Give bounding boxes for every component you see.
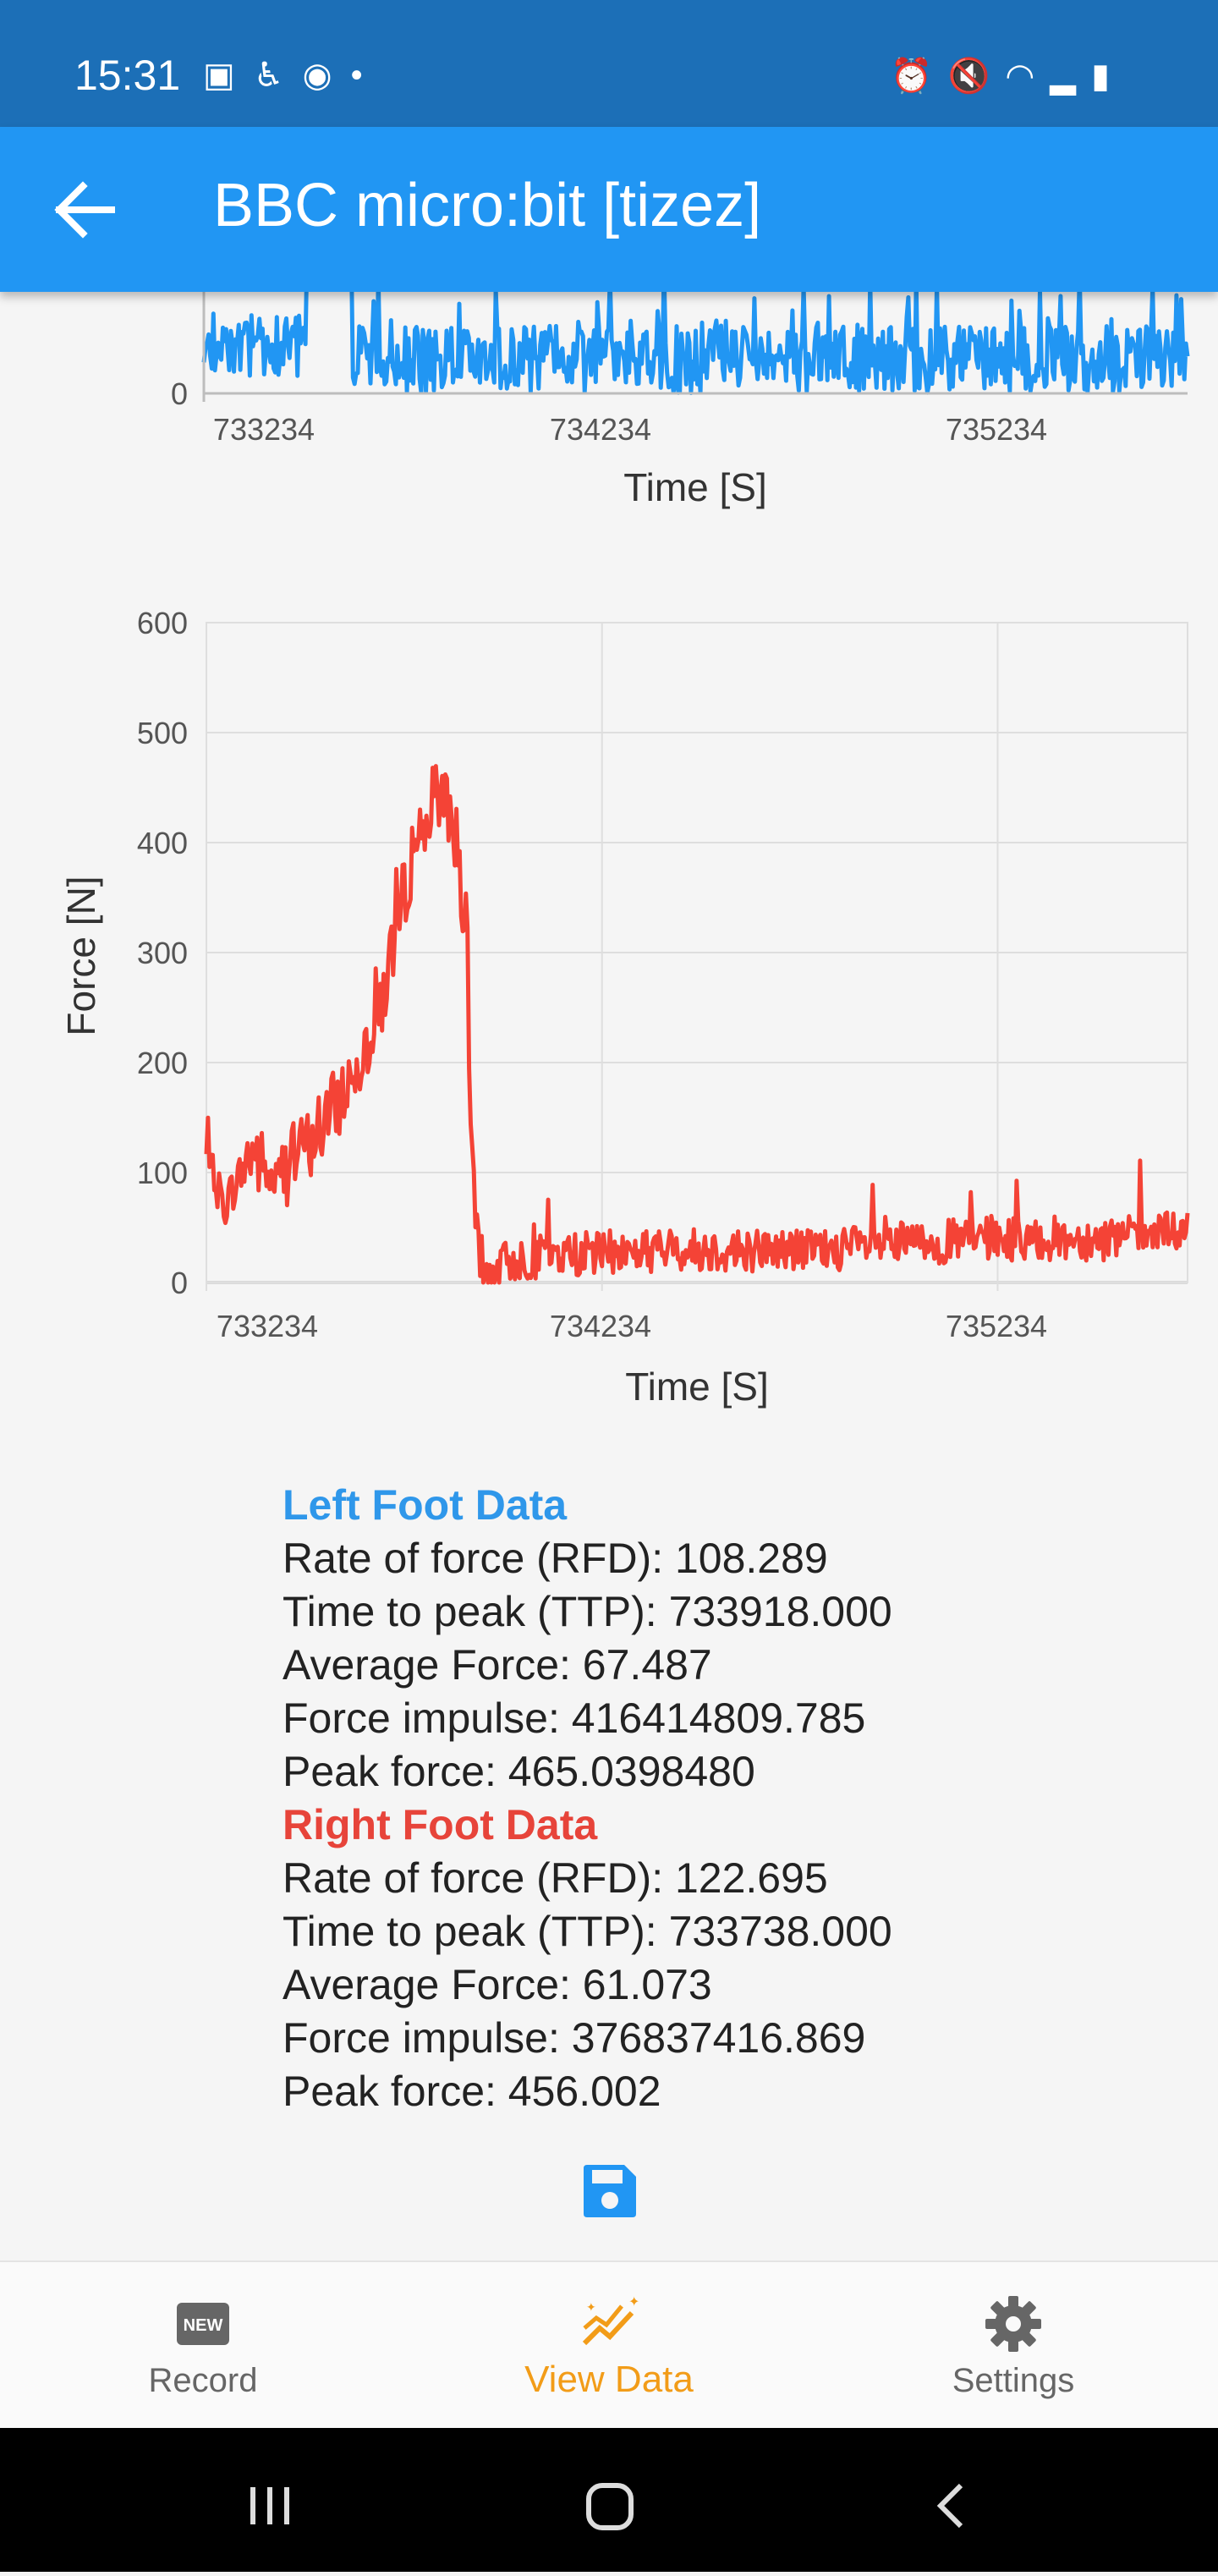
x-tick-label: 735234	[946, 412, 1047, 447]
x-tick-label: 734234	[550, 1309, 651, 1343]
y-tick-label: 0	[171, 376, 188, 411]
app-title: BBC micro:bit [tizez]	[213, 172, 762, 239]
left-average-force: Average Force: 67.487	[283, 1641, 712, 1689]
left-series-group	[201, 292, 1190, 395]
y-tick-label: 200	[137, 1046, 188, 1080]
right-rfd: Rate of force (RFD): 122.695	[283, 1854, 828, 1902]
right-force-impulse: Force impulse: 376837416.869	[283, 2014, 866, 2062]
svg-text:NEW: NEW	[184, 2316, 223, 2335]
right-foot-heading: Right Foot Data	[283, 1801, 598, 1848]
signal-icon: ▂	[1050, 58, 1091, 95]
left-rfd: Rate of force (RFD): 108.289	[283, 1535, 828, 1582]
left-ttp: Time to peak (TTP): 733918.000	[283, 1588, 892, 1635]
wifi-icon: ◠	[1005, 58, 1051, 95]
alarm-icon: ⏰	[890, 58, 948, 95]
y-axis-label: Force [N]	[59, 876, 103, 1035]
right-series-group	[204, 764, 1190, 1285]
x-tick-label: 735234	[946, 1309, 1047, 1343]
new-badge-icon: NEW	[177, 2303, 229, 2345]
back-arrow-icon[interactable]	[51, 179, 118, 240]
plot-border	[206, 622, 1188, 1283]
nav-view-data-label: View Data	[524, 2359, 694, 2400]
y-ticks: 0 100 200 300 400 500 600	[137, 606, 188, 1300]
svg-text:✦: ✦	[628, 2294, 639, 2310]
battery-icon: ▮	[1090, 58, 1125, 95]
left-foot-heading: Left Foot Data	[283, 1481, 568, 1529]
status-bar: 15:31 ▣♿◉• ⏰🔇◠▂▮	[0, 0, 1218, 127]
x-axis-label: Time [S]	[623, 465, 767, 509]
accessibility-icon: ♿	[253, 57, 303, 94]
dot-icon: •	[350, 57, 381, 94]
save-icon[interactable]	[580, 2161, 639, 2221]
left-foot-chart: 0 733234 734234 735234 Time [S]	[171, 292, 1190, 509]
left-peak-force: Peak force: 465.0398480	[283, 1748, 755, 1795]
x-tick-label: 733234	[217, 1309, 318, 1343]
chart-sparkle-icon: ✦ ✦	[582, 2294, 639, 2346]
right-average-force: Average Force: 61.073	[283, 1961, 712, 2008]
messenger-icon: ◉	[302, 57, 351, 94]
y-tick-label: 500	[137, 716, 188, 750]
x-tick-label: 733234	[213, 412, 315, 447]
status-time: 15:31	[74, 52, 181, 99]
status-icons-right: ⏰🔇◠▂▮	[891, 56, 1125, 96]
right-foot-series-line	[204, 764, 1190, 1285]
stats-panel: Left Foot Data Rate of force (RFD): 108.…	[283, 1479, 892, 2118]
app-bar: BBC micro:bit [tizez]	[0, 127, 1218, 292]
bottom-navigation: NEW Record ✦ ✦ View Data Settings	[0, 2260, 1218, 2430]
right-peak-force: Peak force: 456.002	[283, 2068, 661, 2115]
y-tick-label: 400	[137, 826, 188, 860]
gear-icon	[985, 2296, 1041, 2352]
right-ttp: Time to peak (TTP): 733738.000	[283, 1908, 892, 1955]
gallery-icon: ▣	[203, 57, 254, 94]
grid-lines	[206, 622, 1188, 1291]
system-navigation-bar	[0, 2428, 1218, 2572]
nav-settings[interactable]: Settings	[886, 2262, 1140, 2430]
nav-record-label: Record	[148, 2362, 258, 2399]
y-tick-label: 100	[137, 1156, 188, 1190]
nav-settings-label: Settings	[952, 2362, 1075, 2399]
left-force-impulse: Force impulse: 416414809.785	[283, 1694, 866, 1742]
home-icon[interactable]	[586, 2483, 634, 2530]
nav-view-data[interactable]: ✦ ✦ View Data	[482, 2262, 736, 2430]
nav-record[interactable]: NEW Record	[76, 2262, 330, 2430]
mute-icon: 🔇	[947, 58, 1006, 95]
y-tick-label: 300	[137, 936, 188, 970]
recents-icon[interactable]	[250, 2487, 289, 2524]
left-foot-series-line	[201, 292, 1190, 395]
x-axis-label: Time [S]	[625, 1365, 769, 1409]
x-tick-label: 734234	[550, 412, 651, 447]
back-icon[interactable]	[936, 2483, 963, 2529]
status-icons-left: ▣♿◉•	[203, 56, 381, 95]
y-tick-label: 0	[171, 1266, 188, 1300]
svg-text:✦: ✦	[586, 2301, 596, 2315]
y-tick-label: 600	[137, 606, 188, 640]
right-foot-chart: 0 100 200 300 400 500 600 Force [N] 733234 734…	[59, 606, 1190, 1409]
